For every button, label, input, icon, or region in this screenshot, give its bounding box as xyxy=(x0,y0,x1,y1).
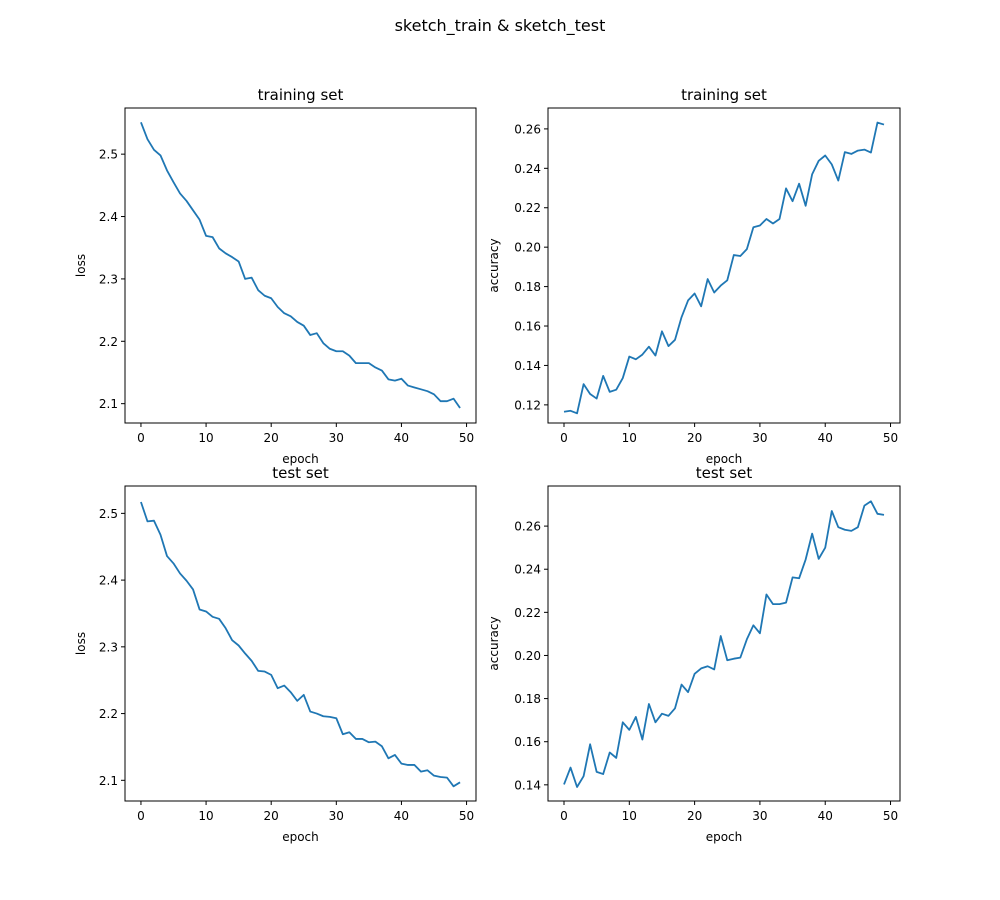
x-tick-label: 50 xyxy=(459,809,474,823)
y-tick-label: 2.1 xyxy=(99,774,118,788)
y-tick-label: 0.26 xyxy=(514,520,541,534)
y-tick-label: 2.4 xyxy=(99,210,118,224)
x-tick-label: 50 xyxy=(883,431,898,445)
x-tick-label: 0 xyxy=(560,431,568,445)
x-tick-label: 40 xyxy=(818,431,833,445)
y-tick-label: 2.3 xyxy=(99,272,118,286)
series-line xyxy=(140,501,461,788)
y-axis-label: accuracy xyxy=(487,616,501,670)
x-tick-label: 10 xyxy=(622,809,637,823)
y-tick-label: 2.4 xyxy=(99,574,118,588)
series-line xyxy=(563,121,885,415)
x-tick-label: 10 xyxy=(198,809,213,823)
y-tick-label: 0.22 xyxy=(514,201,541,215)
x-tick-label: 10 xyxy=(622,431,637,445)
y-tick-label: 0.26 xyxy=(514,122,541,136)
x-tick-label: 20 xyxy=(687,809,702,823)
x-tick-label: 10 xyxy=(198,431,213,445)
x-tick-label: 0 xyxy=(137,809,145,823)
x-tick-label: 20 xyxy=(264,809,279,823)
y-tick-label: 0.24 xyxy=(514,563,541,577)
subplot-test-accuracy: 0 10 20 30 40 50 0.14 0.16 0.18 0.20 0.22 0.24 0.26 t… xyxy=(487,464,901,844)
x-axis-label: epoch xyxy=(706,452,743,466)
x-tick-label: 30 xyxy=(329,431,344,445)
subplot-title: training set xyxy=(681,86,767,104)
y-tick-label: 2.2 xyxy=(99,707,118,721)
x-tick-label: 30 xyxy=(752,809,767,823)
axes-frame xyxy=(124,485,477,802)
y-tick-label: 0.16 xyxy=(514,320,541,334)
x-axis-label: epoch xyxy=(282,830,319,844)
y-tick-label: 2.5 xyxy=(99,148,118,162)
subplot-train-accuracy: 0 10 20 30 40 50 0.12 0.14 0.16 0.18 0.20 0.22 0.24 0… xyxy=(487,86,901,466)
x-tick-label: 20 xyxy=(687,431,702,445)
series-line xyxy=(140,122,461,409)
y-tick-label: 0.24 xyxy=(514,162,541,176)
x-tick-label: 0 xyxy=(137,431,145,445)
axes-frame xyxy=(547,107,901,424)
x-tick-label: 0 xyxy=(560,809,568,823)
x-tick-label: 40 xyxy=(818,809,833,823)
y-tick-label: 0.14 xyxy=(514,359,541,373)
y-tick-label: 2.1 xyxy=(99,397,118,411)
x-tick-label: 20 xyxy=(264,431,279,445)
x-tick-label: 40 xyxy=(394,431,409,445)
y-tick-label: 0.22 xyxy=(514,606,541,620)
subplot-title: training set xyxy=(258,86,344,104)
y-tick-label: 2.2 xyxy=(99,335,118,349)
subplot-test-loss: 0 10 20 30 40 50 2.1 2.2 2.3 2.4 2.5 test set epoch l… xyxy=(74,464,477,844)
y-axis-label: loss xyxy=(74,632,88,655)
axes-frame xyxy=(124,107,477,424)
x-axis-label: epoch xyxy=(282,452,319,466)
y-tick-label: 0.20 xyxy=(514,241,541,255)
y-tick-label: 0.18 xyxy=(514,280,541,294)
subplot-train-loss: 0 10 20 30 40 50 2.1 2.2 2.3 2.4 2.5 training set ep… xyxy=(74,86,477,466)
x-tick-label: 40 xyxy=(394,809,409,823)
y-tick-label: 2.3 xyxy=(99,640,118,654)
subplot-title: test set xyxy=(696,464,753,482)
subplot-title: test set xyxy=(272,464,329,482)
x-tick-label: 50 xyxy=(883,809,898,823)
y-axis-label: accuracy xyxy=(487,238,501,292)
x-tick-label: 30 xyxy=(329,809,344,823)
y-tick-label: 0.20 xyxy=(514,649,541,663)
y-tick-label: 0.18 xyxy=(514,692,541,706)
x-axis-label: epoch xyxy=(706,830,743,844)
y-axis-label: loss xyxy=(74,254,88,277)
figure-suptitle: sketch_train & sketch_test xyxy=(394,16,606,35)
y-tick-label: 0.16 xyxy=(514,735,541,749)
y-tick-label: 0.12 xyxy=(514,398,541,412)
y-tick-label: 0.14 xyxy=(514,778,541,792)
x-tick-label: 50 xyxy=(459,431,474,445)
y-tick-label: 2.5 xyxy=(99,507,118,521)
axes-frame xyxy=(547,485,901,802)
x-tick-label: 30 xyxy=(752,431,767,445)
series-line xyxy=(563,500,885,788)
